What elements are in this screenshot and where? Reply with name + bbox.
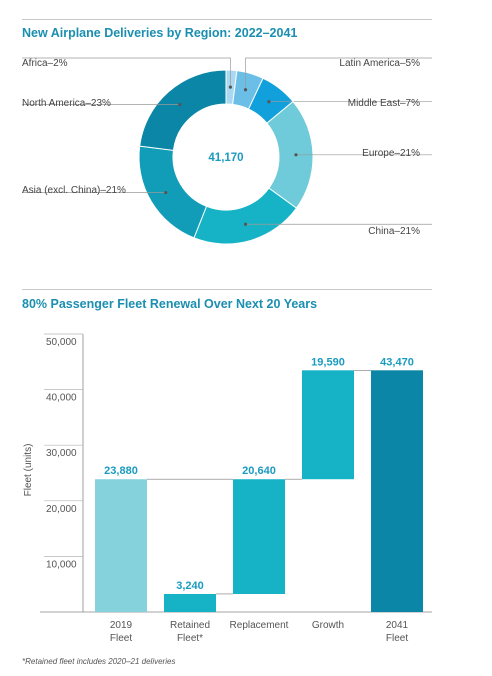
leader-dot <box>243 222 248 226</box>
waterfall-chart-title: 80% Passenger Fleet Renewal Over Next 20… <box>22 297 318 311</box>
footnote: *Retained fleet includes 2020–21 deliver… <box>22 657 176 666</box>
donut-chart: Africa–2% Latin America–5% Middle East–7% E… <box>22 57 432 245</box>
donut-chart-title: New Airplane Deliveries by Region: 2022–… <box>22 26 298 40</box>
x-category-label: 2041 <box>386 620 409 631</box>
y-tick-label: 30,000 <box>46 448 77 459</box>
bar-value-label: 3,240 <box>176 580 204 592</box>
y-tick-label: 10,000 <box>46 559 77 570</box>
donut-slice-label: Middle East–7% <box>348 98 420 109</box>
bar-value-label: 23,880 <box>104 465 138 477</box>
waterfall-bar <box>164 593 216 612</box>
y-tick-label: 20,000 <box>46 504 77 515</box>
leader-dot <box>243 88 248 92</box>
leader-line <box>245 57 432 90</box>
donut-slice <box>139 69 227 151</box>
x-category-label: Growth <box>312 620 344 631</box>
donut-slice-label: Asia (excl. China)–21% <box>22 185 126 196</box>
bar-value-label: 20,640 <box>242 465 276 477</box>
leader-dot <box>178 102 182 107</box>
leader-dot <box>164 191 168 195</box>
donut-center-value: 41,170 <box>208 152 243 164</box>
y-tick-label: 50,000 <box>46 337 77 348</box>
waterfall-bar <box>233 479 285 594</box>
donut-slice-label: Europe–21% <box>362 148 420 159</box>
donut-slice <box>193 187 298 245</box>
y-tick-label: 40,000 <box>46 393 77 404</box>
x-category-label: Replacement <box>230 620 289 631</box>
bar-value-label: 43,470 <box>380 356 414 368</box>
middle-rule <box>22 289 432 290</box>
x-category-label: Fleet* <box>177 633 203 644</box>
x-category-label: Fleet <box>386 633 408 644</box>
donut-slice-label: China–21% <box>368 226 420 237</box>
donut-slice-label: Africa–2% <box>22 58 68 69</box>
x-category-label: Retained <box>170 620 210 631</box>
y-axis-label: Fleet (units) <box>23 444 34 497</box>
donut-slice-label: Latin America–5% <box>339 58 420 69</box>
waterfall-bar <box>95 479 147 612</box>
leader-dot <box>267 100 271 104</box>
leader-dot <box>294 153 298 157</box>
waterfall-chart: 10,000 20,000 30,000 40,000 50,000 Fleet (uni… <box>23 333 432 644</box>
leader-line <box>22 57 231 88</box>
leader-dot <box>228 85 232 89</box>
waterfall-bar <box>371 370 423 612</box>
donut-slice-label: North America–23% <box>22 98 111 109</box>
waterfall-bar <box>302 370 354 480</box>
bar-value-label: 19,590 <box>311 356 345 368</box>
top-rule <box>22 19 432 20</box>
x-category-label: Fleet <box>110 633 132 644</box>
x-category-label: 2019 <box>110 620 133 631</box>
donut-slice <box>138 145 208 239</box>
